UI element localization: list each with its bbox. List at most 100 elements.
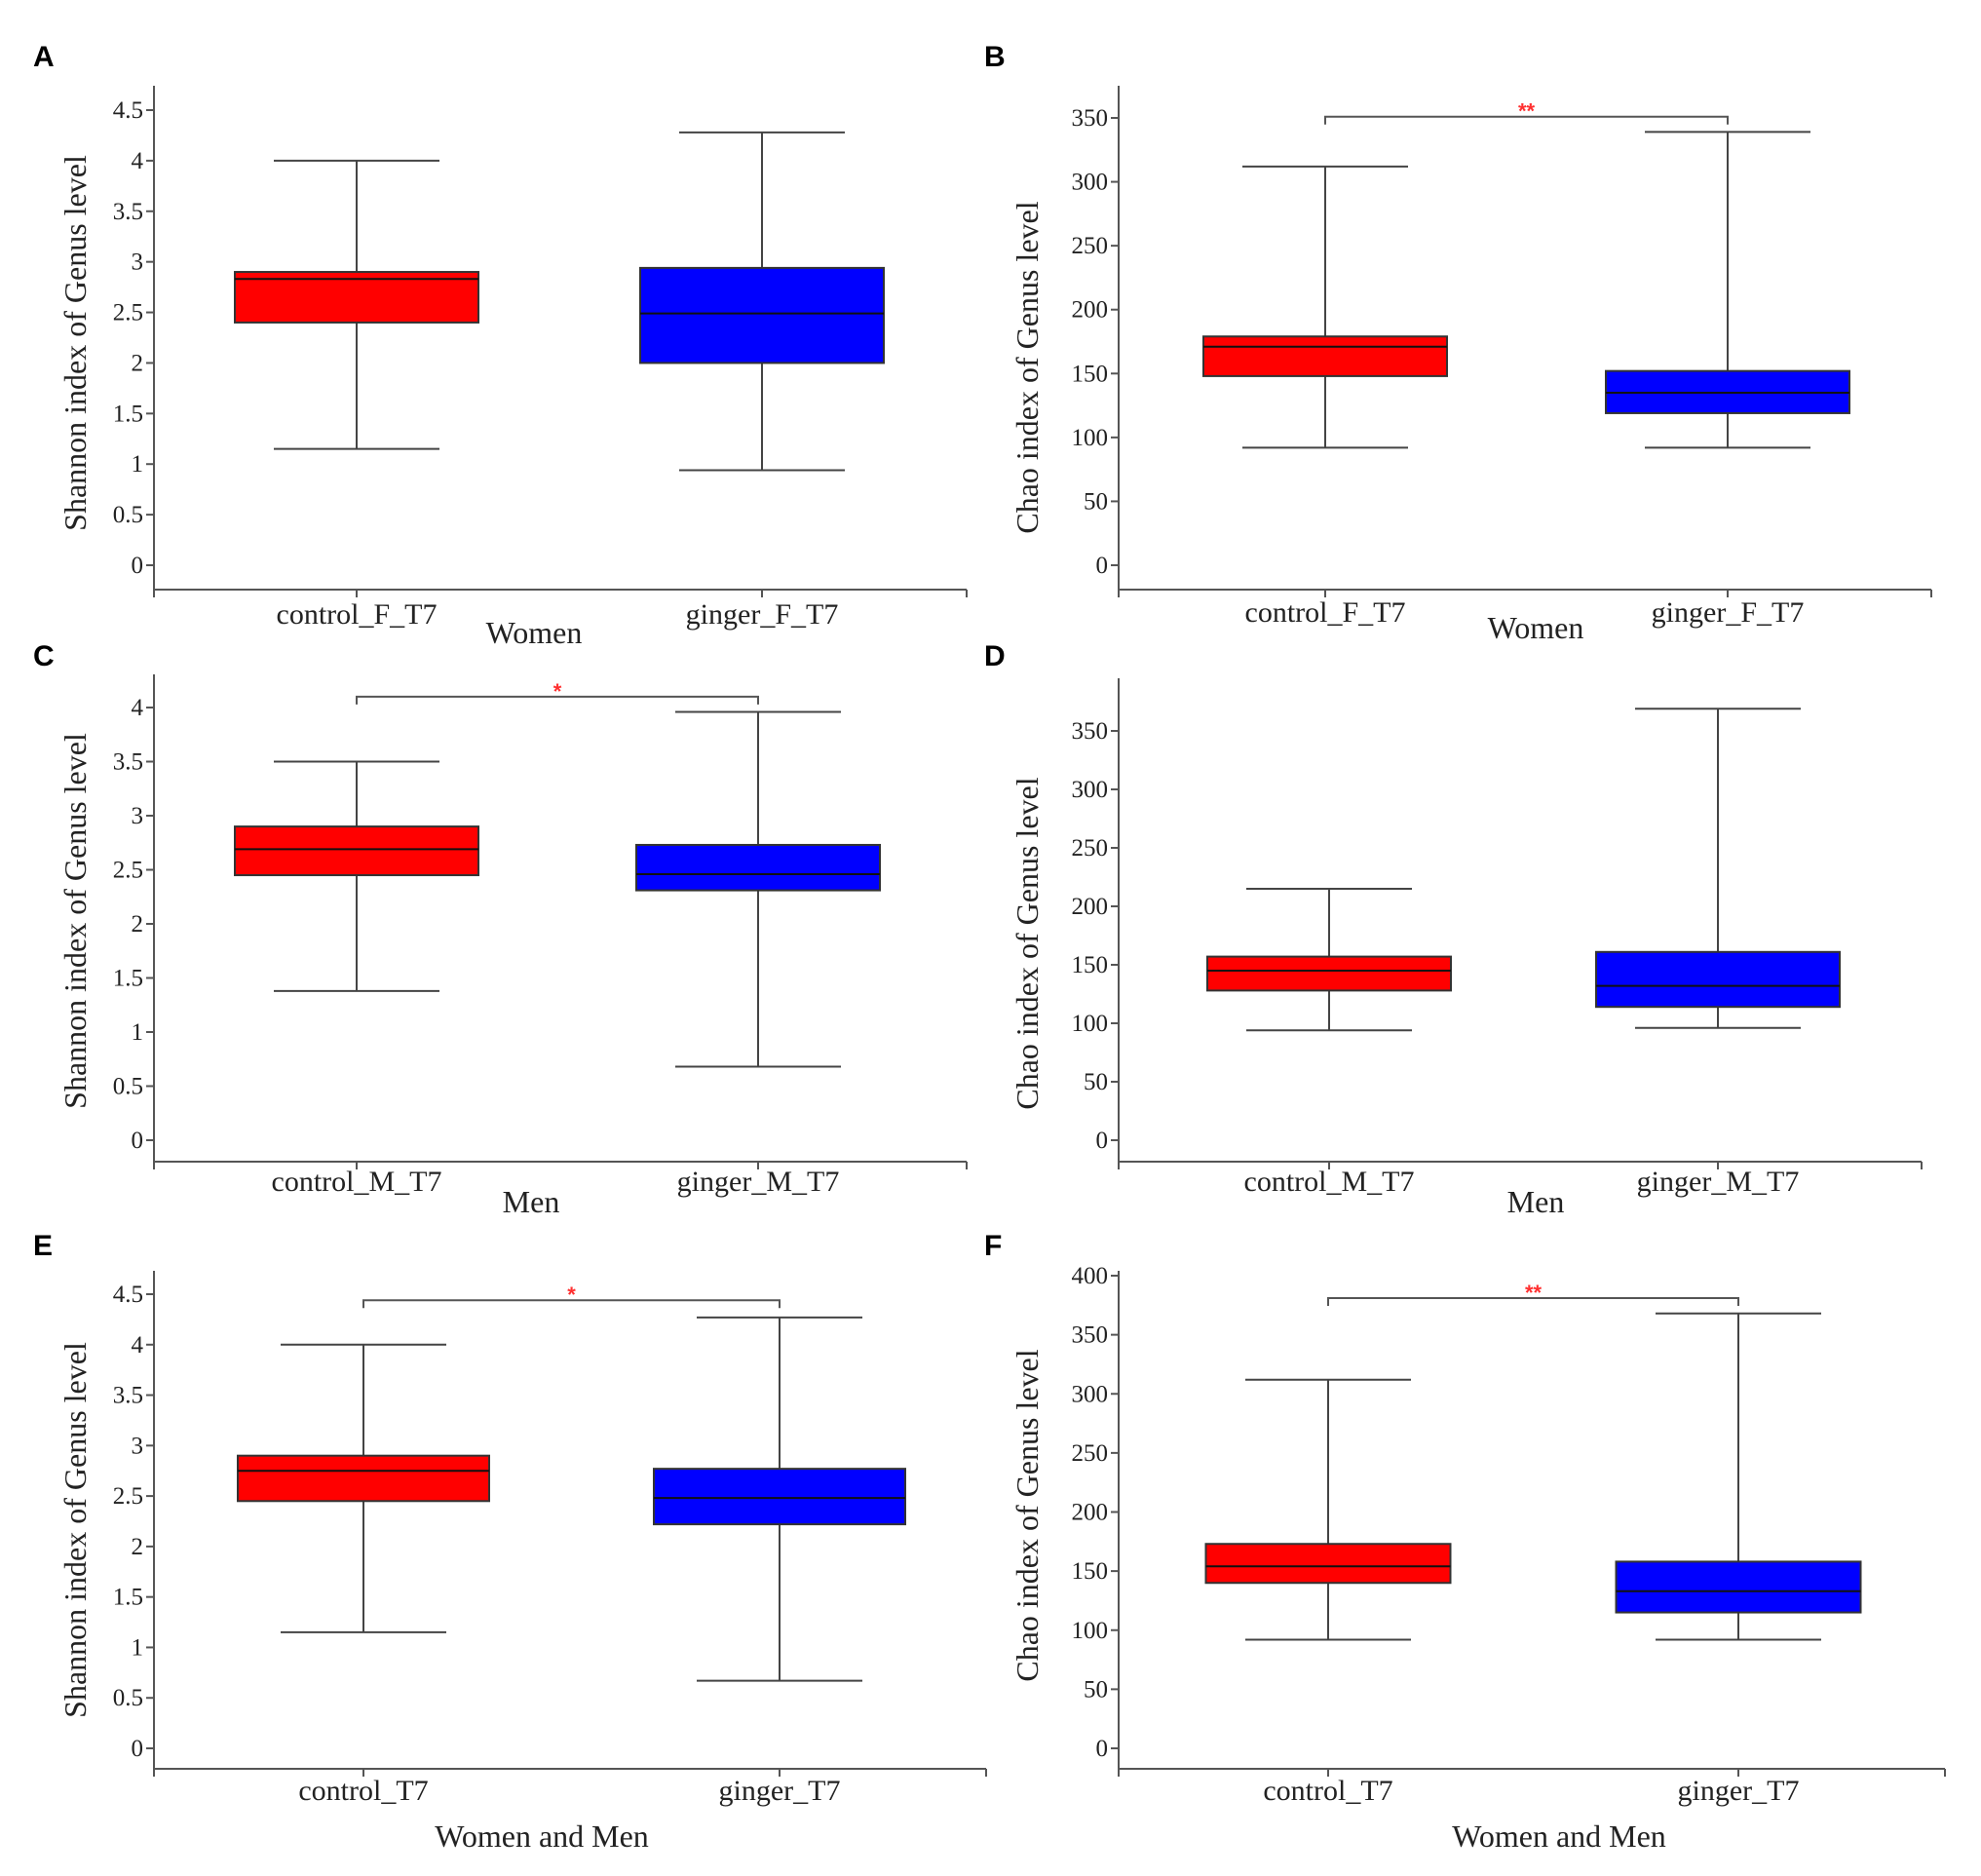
x-axis-title: Women xyxy=(1488,610,1584,645)
box-ginger xyxy=(653,1316,906,1682)
box-ginger xyxy=(1615,1312,1862,1641)
y-tick-label: 150 xyxy=(1072,1558,1109,1585)
panel-a: A 0 0.5 1 1.5 2 2.5 3 3.5 4 4.5 Shannon index of Ge… xyxy=(33,41,968,650)
y-tick-label: 4.5 xyxy=(113,97,143,124)
category-label: ginger_M_T7 xyxy=(1637,1166,1800,1198)
y-tick-label: 3.5 xyxy=(113,1383,143,1409)
category-label: ginger_F_T7 xyxy=(686,598,839,631)
y-tick-label: 1.5 xyxy=(113,966,143,992)
iqr-box xyxy=(234,271,479,324)
y-tick-label: 50 xyxy=(1084,1676,1108,1703)
box-ginger xyxy=(1605,131,1850,449)
significance-label: ** xyxy=(1525,1281,1543,1305)
category-label: control_M_T7 xyxy=(1244,1166,1415,1198)
x-axis-title: Women xyxy=(486,615,583,650)
y-tick-label: 4 xyxy=(132,1332,144,1359)
y-tick-label: 4 xyxy=(132,148,144,174)
iqr-box xyxy=(653,1468,906,1526)
y-tick-label: 400 xyxy=(1072,1263,1109,1289)
significance-bracket xyxy=(356,695,759,705)
y-tick-label: 350 xyxy=(1072,718,1109,745)
panel-letter: B xyxy=(984,41,1006,73)
box-control xyxy=(237,1343,490,1633)
y-tick-label: 0 xyxy=(1096,1128,1109,1154)
panel-e: E 0 0.5 1 1.5 2 2.5 3 3.5 4 4.5 Shannon index of Ge… xyxy=(33,1230,987,1854)
x-axis-title: Women and Men xyxy=(435,1819,649,1854)
panel-d: D 0 50 100 150 200 250 300 350 Chao index of Genu… xyxy=(984,640,1923,1219)
y-tick-label: 0 xyxy=(132,1128,144,1154)
box-control xyxy=(234,159,479,450)
iqr-box xyxy=(1206,955,1452,992)
significance-label: * xyxy=(553,679,562,704)
category-label: ginger_M_T7 xyxy=(677,1166,840,1198)
y-tick-label: 1.5 xyxy=(113,1585,143,1611)
y-tick-label: 50 xyxy=(1084,488,1108,515)
y-tick-label: 2 xyxy=(132,1534,144,1560)
significance-bracket xyxy=(362,1299,781,1309)
y-tick-label: 3.5 xyxy=(113,749,143,776)
panel-letter: D xyxy=(984,640,1006,672)
y-tick-label: 1 xyxy=(132,1019,144,1046)
y-tick-label: 1 xyxy=(132,1634,144,1661)
significance-bracket xyxy=(1327,1297,1739,1307)
y-axis-title: Shannon index of Genus level xyxy=(57,1342,93,1718)
y-axis-title: Chao index of Genus level xyxy=(1010,201,1045,533)
box-control xyxy=(1202,165,1448,449)
category-label: control_F_T7 xyxy=(277,598,438,631)
x-axis-title: Women and Men xyxy=(1452,1819,1666,1854)
y-tick-label: 100 xyxy=(1072,425,1109,451)
y-tick-label: 3 xyxy=(132,249,144,276)
box-control xyxy=(1204,1378,1452,1641)
y-tick-label: 2.5 xyxy=(113,1483,143,1510)
panel-b: B 0 50 100 150 200 250 300 350 Chao index of Genu… xyxy=(984,41,1932,645)
category-label: ginger_F_T7 xyxy=(1652,596,1805,629)
x-axis-title: Men xyxy=(503,1184,560,1219)
panel-f: F 0 50 100 150 200 250 300 350 400 Chao index of G… xyxy=(984,1230,1946,1854)
category-label: control_M_T7 xyxy=(272,1166,442,1198)
y-axis-title: Chao index of Genus level xyxy=(1010,1349,1045,1681)
y-tick-label: 350 xyxy=(1072,105,1109,132)
y-tick-label: 0.5 xyxy=(113,502,143,528)
y-axis-title: Chao index of Genus level xyxy=(1010,777,1045,1109)
y-tick-label: 200 xyxy=(1072,1500,1109,1526)
iqr-box xyxy=(234,825,479,877)
y-tick-label: 3 xyxy=(132,803,144,829)
iqr-box xyxy=(1615,1560,1862,1614)
y-tick-label: 150 xyxy=(1072,952,1109,978)
significance-bracket xyxy=(1324,115,1729,125)
significance-label: ** xyxy=(1518,99,1536,124)
box-ginger xyxy=(1595,708,1841,1029)
y-tick-label: 0 xyxy=(132,1736,144,1762)
iqr-box xyxy=(635,843,881,892)
y-tick-label: 300 xyxy=(1072,777,1109,803)
y-tick-label: 200 xyxy=(1072,297,1109,324)
category-label: control_F_T7 xyxy=(1245,596,1406,629)
y-tick-label: 250 xyxy=(1072,233,1109,259)
x-axis-title: Men xyxy=(1507,1184,1565,1219)
y-tick-label: 2 xyxy=(132,911,144,938)
y-tick-label: 0.5 xyxy=(113,1685,143,1711)
significance-label: * xyxy=(567,1283,576,1307)
y-tick-label: 250 xyxy=(1072,835,1109,861)
y-tick-label: 3 xyxy=(132,1433,144,1459)
y-tick-label: 300 xyxy=(1072,170,1109,196)
y-tick-label: 2 xyxy=(132,350,144,376)
y-tick-label: 0 xyxy=(1096,553,1109,579)
box-ginger xyxy=(635,710,881,1068)
iqr-box xyxy=(1204,1543,1452,1585)
category-label: control_T7 xyxy=(298,1775,428,1807)
y-tick-label: 300 xyxy=(1072,1381,1109,1407)
y-tick-label: 350 xyxy=(1072,1322,1109,1349)
box-control xyxy=(1206,888,1452,1032)
iqr-box xyxy=(237,1454,490,1503)
panel-letter: E xyxy=(33,1230,53,1262)
iqr-box xyxy=(1595,950,1841,1009)
category-label: control_T7 xyxy=(1263,1775,1392,1807)
y-tick-label: 2.5 xyxy=(113,858,143,884)
panel-c: C 0 0.5 1 1.5 2 2.5 3 3.5 4 Shannon index of Genus… xyxy=(33,640,968,1219)
box-control xyxy=(234,760,479,992)
y-tick-label: 50 xyxy=(1084,1069,1108,1095)
panel-letter: F xyxy=(984,1230,1002,1262)
y-tick-label: 2.5 xyxy=(113,300,143,326)
iqr-box xyxy=(639,266,885,364)
